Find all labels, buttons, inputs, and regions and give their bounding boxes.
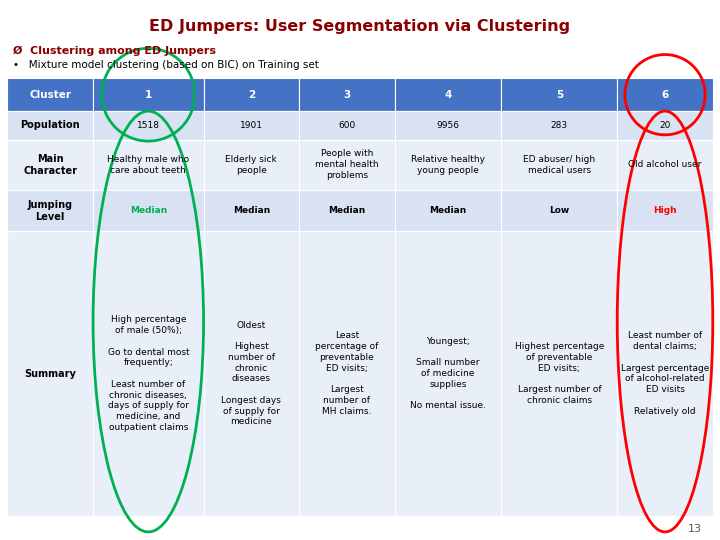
Bar [204, 78, 299, 111]
Bar [395, 190, 502, 231]
Text: 600: 600 [338, 121, 356, 130]
Text: Jumping
Level: Jumping Level [27, 200, 73, 221]
Bar [299, 231, 395, 516]
Bar [7, 78, 93, 111]
Text: 6: 6 [662, 90, 669, 100]
Bar [299, 190, 395, 231]
Bar [502, 78, 617, 111]
Text: Median: Median [430, 206, 467, 215]
Bar [7, 139, 93, 190]
Text: Least number of
dental claims;

Largest percentage
of alcohol-related
ED visits
: Least number of dental claims; Largest p… [621, 332, 709, 416]
Text: Main
Character: Main Character [23, 154, 77, 176]
Bar [395, 78, 502, 111]
Text: Elderly sick
people: Elderly sick people [225, 155, 277, 174]
Bar [299, 111, 395, 139]
Bar [93, 78, 204, 111]
Bar [7, 190, 93, 231]
Bar [617, 111, 713, 139]
Text: Low: Low [549, 206, 570, 215]
Text: High percentage
of male (50%);

Go to dental most
frequently;

Least number of
c: High percentage of male (50%); Go to den… [107, 315, 189, 432]
Bar [395, 139, 502, 190]
Text: Old alcohol user: Old alcohol user [629, 160, 702, 169]
Bar [93, 111, 204, 139]
Text: 2: 2 [248, 90, 255, 100]
Text: 283: 283 [551, 121, 568, 130]
Bar [502, 231, 617, 516]
Bar [617, 231, 713, 516]
Bar [204, 231, 299, 516]
Bar [617, 78, 713, 111]
Text: 1: 1 [145, 90, 152, 100]
Text: Highest percentage
of preventable
ED visits;

Largest number of
chronic claims: Highest percentage of preventable ED vis… [515, 342, 604, 405]
Text: 13: 13 [688, 523, 702, 534]
Text: 9956: 9956 [436, 121, 459, 130]
Text: 3: 3 [343, 90, 351, 100]
Bar [93, 190, 204, 231]
Text: Youngest;

Small number
of medicine
supplies

No mental issue.: Youngest; Small number of medicine suppl… [410, 337, 486, 410]
Bar [7, 111, 93, 139]
Text: 20: 20 [660, 121, 671, 130]
Text: Summary: Summary [24, 368, 76, 379]
Text: 1901: 1901 [240, 121, 263, 130]
Bar [502, 111, 617, 139]
Text: 1518: 1518 [137, 121, 160, 130]
Text: Oldest

Highest
number of
chronic
diseases

Longest days
of supply for
medicine: Oldest Highest number of chronic disease… [222, 321, 282, 427]
Text: High: High [653, 206, 677, 215]
Bar [204, 139, 299, 190]
Bar [502, 190, 617, 231]
Text: People with
mental health
problems: People with mental health problems [315, 150, 379, 180]
Bar [617, 190, 713, 231]
Text: Healthy male who
care about teeth: Healthy male who care about teeth [107, 155, 189, 174]
Text: ED abuser/ high
medical users: ED abuser/ high medical users [523, 155, 595, 174]
Bar [93, 139, 204, 190]
Bar [93, 231, 204, 516]
Bar [204, 190, 299, 231]
Bar [502, 139, 617, 190]
Text: Ø  Clustering among ED Jumpers: Ø Clustering among ED Jumpers [13, 46, 216, 56]
Text: ED Jumpers: User Segmentation via Clustering: ED Jumpers: User Segmentation via Cluste… [150, 19, 570, 34]
Bar [617, 139, 713, 190]
Bar [395, 231, 502, 516]
Bar [299, 78, 395, 111]
Text: Population: Population [20, 120, 80, 130]
Bar [395, 111, 502, 139]
Text: •   Mixture model clustering (based on BIC) on Training set: • Mixture model clustering (based on BIC… [13, 60, 319, 71]
Bar [7, 231, 93, 516]
Text: 4: 4 [444, 90, 451, 100]
Text: Median: Median [130, 206, 167, 215]
Text: Median: Median [233, 206, 270, 215]
Text: Median: Median [328, 206, 366, 215]
Text: Least
percentage of
preventable
ED visits;

Largest
number of
MH claims.: Least percentage of preventable ED visit… [315, 332, 379, 416]
Text: Relative healthy
young people: Relative healthy young people [411, 155, 485, 174]
Bar [204, 111, 299, 139]
Text: Cluster: Cluster [29, 90, 71, 100]
Bar [299, 139, 395, 190]
Text: 5: 5 [556, 90, 563, 100]
